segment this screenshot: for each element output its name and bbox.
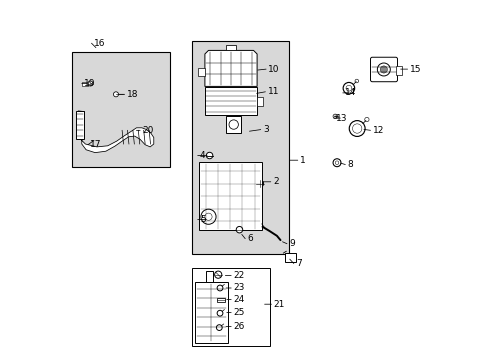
Circle shape (206, 152, 212, 159)
Text: 15: 15 (409, 65, 420, 74)
Text: 22: 22 (233, 271, 244, 280)
Text: 9: 9 (288, 239, 294, 248)
Bar (395, 66, 401, 75)
Circle shape (217, 285, 223, 291)
Bar (72, 52, 169, 167)
Text: 11: 11 (267, 87, 279, 96)
Text: 3: 3 (263, 125, 268, 134)
Polygon shape (78, 111, 153, 153)
Bar (205, 271, 212, 282)
Text: 10: 10 (268, 65, 279, 74)
Circle shape (88, 81, 93, 86)
Text: 2: 2 (272, 177, 278, 186)
Bar (226, 116, 241, 133)
Bar (284, 253, 296, 262)
Text: 4: 4 (200, 151, 205, 160)
Text: 6: 6 (247, 234, 253, 243)
Circle shape (216, 325, 222, 330)
Text: 18: 18 (126, 90, 138, 99)
FancyBboxPatch shape (370, 57, 397, 82)
Text: 17: 17 (90, 140, 102, 149)
Text: 21: 21 (273, 300, 285, 309)
Text: 19: 19 (84, 79, 95, 88)
Bar (194, 282, 227, 343)
Text: 8: 8 (347, 160, 352, 169)
Circle shape (214, 271, 222, 278)
Bar (225, 45, 236, 50)
Text: 14: 14 (344, 88, 356, 97)
Text: 20: 20 (142, 126, 153, 135)
Text: 16: 16 (94, 39, 105, 48)
Bar (217, 298, 224, 302)
Bar (199, 162, 261, 230)
Text: 23: 23 (233, 284, 244, 292)
Text: 12: 12 (372, 126, 383, 135)
Text: 7: 7 (295, 259, 301, 268)
Circle shape (113, 92, 118, 97)
Circle shape (380, 66, 386, 73)
Bar (192, 41, 289, 254)
Text: 24: 24 (233, 295, 244, 304)
Bar (204, 87, 257, 115)
Polygon shape (204, 50, 257, 86)
Circle shape (256, 180, 263, 187)
Circle shape (236, 226, 242, 233)
Bar (198, 68, 204, 76)
Text: 13: 13 (335, 113, 347, 122)
Bar (257, 97, 262, 106)
Circle shape (217, 310, 223, 316)
Bar (192, 268, 269, 346)
Text: 1: 1 (299, 156, 305, 165)
Bar (82, 82, 88, 86)
Text: 26: 26 (233, 322, 244, 331)
Text: 25: 25 (233, 308, 244, 317)
Text: 5: 5 (200, 215, 205, 224)
Bar (76, 111, 84, 139)
